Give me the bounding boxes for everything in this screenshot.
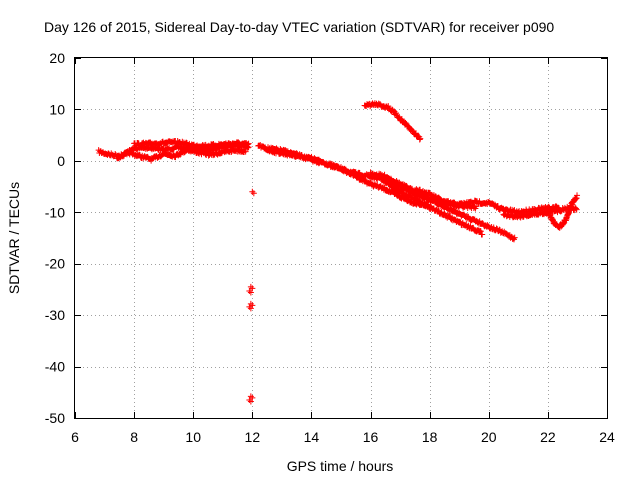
data-point [381,171,388,178]
series-track-k [361,100,424,143]
plot-frame [74,57,608,419]
outlier-point [249,302,256,309]
series-track-j [544,203,580,216]
x-tick-label: 20 [481,429,497,445]
x-axis-label: GPS time / hours [287,458,394,474]
x-tick-label: 24 [599,429,615,445]
series-track-g [382,177,486,238]
x-tick-label: 22 [540,429,556,445]
outlier-point [249,188,256,195]
data-point [381,184,388,191]
x-tick-label: 8 [130,429,138,445]
data-point [242,148,249,155]
x-tick-label: 14 [304,429,320,445]
data-point [136,151,143,158]
y-tick-label: -30 [45,307,65,323]
data-point [511,234,518,241]
data-point [416,136,423,143]
axes: 6 8 10 12 14 16 18 20 22 24 20 10 0 -10 -20 -30 -40 -50 [45,50,615,445]
series-track-b [113,146,249,164]
data-point [245,140,252,147]
x-tick-label: 16 [363,429,379,445]
y-tick-label: 0 [57,153,65,169]
outlier-point [250,190,257,197]
data-points [95,100,581,405]
data-point [438,208,445,215]
x-tick-label: 10 [185,429,201,445]
y-tick-label: -50 [45,410,65,426]
outlier-point [247,283,254,290]
data-point [244,141,251,148]
x-tick-label: 6 [71,429,79,445]
outlier-point [247,398,254,405]
data-point [574,192,581,199]
grid [75,58,607,418]
y-axis-label: SDTVAR / TECUs [6,182,22,294]
outlier-point [247,305,254,312]
outlier-point [246,303,253,310]
outlier-point [246,287,253,294]
chart-title: Day 126 of 2015, Sidereal Day-to-day VTE… [44,19,554,35]
x-tick-label: 18 [422,429,438,445]
outlier-point [249,285,256,292]
x-tick-label: 12 [245,429,261,445]
outlier-point [247,289,254,296]
y-tick-label: -40 [45,359,65,375]
data-point [573,206,580,213]
data-point [417,135,424,142]
data-point [419,198,426,205]
data-point [484,222,491,229]
series-track-h [411,186,562,217]
data-point [477,228,484,235]
y-tick-label: -10 [45,204,65,220]
data-point [407,185,414,192]
data-point [572,205,579,212]
y-tick-label: 10 [49,101,65,117]
series-track-c [131,137,252,151]
y-tick-label: 20 [49,50,65,66]
y-tick-label: -20 [45,256,65,272]
data-point [479,231,486,238]
data-point [121,152,128,159]
data-point [456,218,463,225]
data-point [510,235,517,242]
